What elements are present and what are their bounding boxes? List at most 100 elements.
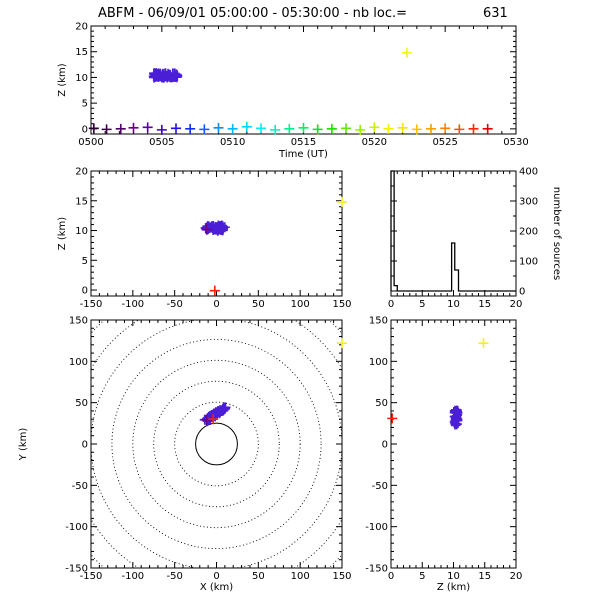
x-tick-label: 0505: [149, 137, 174, 148]
source-marker: [156, 124, 167, 135]
inner-range-ring: [195, 422, 238, 466]
xz-altitude-label: Z (km): [57, 217, 68, 250]
cluster-source: [171, 70, 182, 81]
x-tick-label: 0: [388, 571, 394, 582]
source-marker: [185, 123, 196, 134]
y-tick-label: 10: [75, 73, 88, 84]
y-tick-label: 100: [69, 357, 88, 368]
x-tick-label: 15: [478, 571, 491, 582]
y-tick-label: 300: [519, 197, 538, 208]
plan-view-frame: [90, 319, 343, 569]
source-marker: [369, 122, 380, 133]
y-tick-label: -100: [365, 522, 388, 533]
y-tick-label: -150: [65, 564, 88, 575]
plan-view-panel: -150 -100 -50 0 50 100 150 -150 -100 -50 0 50 100 150…: [18, 316, 352, 594]
x-tick-label: 0: [213, 571, 219, 582]
histogram-bars: [390, 170, 516, 292]
y-tick-label: 20: [75, 167, 88, 178]
source-marker: [256, 123, 266, 134]
source-marker: [326, 123, 337, 134]
source-marker: [227, 123, 238, 134]
y-tick-label: 20: [75, 22, 88, 33]
range-ring: [132, 359, 301, 529]
source-marker: [241, 121, 252, 132]
y-tick-label: -50: [372, 481, 388, 492]
cluster-source: [200, 222, 211, 233]
source-marker: [284, 123, 295, 134]
source-marker: [355, 124, 366, 135]
source-marker: [454, 124, 465, 135]
x-tick-label: -100: [121, 299, 144, 310]
y-tick-label: 5: [82, 256, 88, 267]
x-tick-label: -150: [80, 299, 103, 310]
source-marker: [478, 338, 489, 349]
cluster-source: [452, 405, 461, 414]
source-marker: [142, 122, 153, 133]
y-tick-label: 100: [519, 257, 538, 268]
source-marker: [312, 124, 323, 135]
cluster-source: [149, 72, 160, 83]
source-marker: [201, 224, 212, 235]
x-tick-label: 0520: [362, 137, 387, 148]
source-marker: [482, 123, 493, 134]
x-z-panel: -150 -100 -50 0 50 100 150 0 5 10 15 20 Z (km): [57, 167, 352, 311]
x-tick-label: 100: [291, 299, 310, 310]
cluster-source: [214, 223, 225, 234]
y-tick-label: 400: [519, 167, 538, 178]
range-ring: [91, 320, 342, 568]
source-marker: [209, 285, 220, 296]
y-tick-label: 0: [519, 287, 525, 298]
y-tick-label: 0: [82, 124, 88, 135]
x-axis-label: X (km): [200, 582, 233, 593]
zy-plot-frame: [390, 319, 517, 569]
source-marker: [397, 122, 408, 133]
x-tick-label: -100: [121, 571, 144, 582]
source-marker: [208, 414, 219, 425]
x-tick-label: 100: [291, 571, 310, 582]
y-tick-label: -50: [72, 481, 88, 492]
x-tick-label: 0515: [291, 137, 316, 148]
y-tick-label: 50: [75, 398, 88, 409]
source-marker: [171, 123, 181, 134]
source-marker: [341, 123, 351, 134]
source-marker: [387, 413, 398, 424]
source-marker: [468, 123, 479, 134]
y-axis-label: Y (km): [18, 428, 29, 462]
y-tick-label: 0: [82, 286, 88, 297]
source-marker: [401, 47, 412, 58]
y-tick-label: 200: [519, 227, 538, 238]
x-tick-label: 10: [447, 571, 460, 582]
x-tick-label: 0530: [503, 137, 528, 148]
range-ring: [91, 320, 342, 568]
source-marker: [337, 196, 347, 207]
y-tick-label: -100: [65, 522, 88, 533]
y-tick-label: 15: [75, 196, 88, 207]
x-tick-label: 10: [447, 299, 460, 310]
x-tick-label: 15: [478, 299, 491, 310]
source-marker: [201, 415, 212, 426]
y-tick-label: 0: [82, 440, 88, 451]
x-tick-label: 0510: [220, 137, 245, 148]
source-marker: [128, 122, 139, 133]
cluster-source: [452, 420, 461, 429]
histogram-frame: [390, 170, 517, 297]
source-marker: [440, 123, 451, 134]
y-tick-label: 10: [75, 226, 88, 237]
range-ring: [174, 401, 259, 487]
source-marker: [213, 122, 224, 133]
x-tick-label: 5: [419, 299, 425, 310]
x-tick-label: 20: [510, 299, 523, 310]
chart-title: ABFM - 06/09/01 05:00:00 - 05:30:00 - nb…: [98, 6, 407, 21]
source-marker: [337, 338, 347, 349]
zy-x-axis-label: Z (km): [437, 582, 470, 593]
y-tick-label: 0: [382, 440, 388, 451]
y-tick-label: 150: [69, 316, 88, 327]
y-tick-label: -150: [365, 564, 388, 575]
source-marker: [101, 124, 112, 135]
x-tick-label: 50: [252, 299, 265, 310]
y-tick-label: 150: [369, 316, 388, 327]
y-tick-label: 50: [375, 398, 388, 409]
range-ring: [111, 338, 322, 550]
histogram-axis-label: number of sources: [551, 187, 562, 280]
